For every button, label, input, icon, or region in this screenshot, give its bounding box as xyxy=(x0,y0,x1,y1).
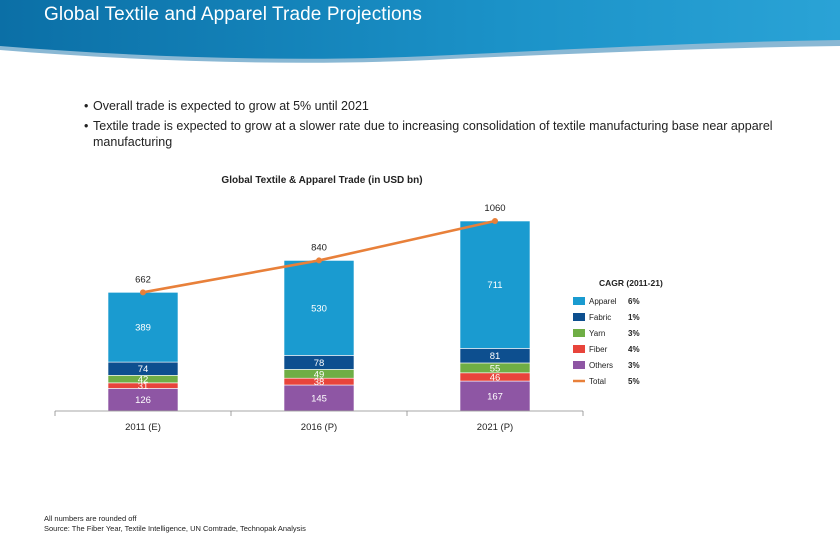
data-label-fabric: 74 xyxy=(138,364,149,375)
legend-label-fiber: Fiber xyxy=(589,345,608,354)
bullet-item: Overall trade is expected to grow at 5% … xyxy=(84,98,784,114)
data-label-apparel: 711 xyxy=(487,280,502,291)
legend-cagr-others: 3% xyxy=(628,361,640,370)
header-wave xyxy=(0,0,840,59)
bullet-item: Textile trade is expected to grow at a s… xyxy=(84,118,784,150)
legend-swatch-yarn xyxy=(573,329,585,337)
data-label-yarn: 49 xyxy=(314,369,325,380)
legend-swatch-fabric xyxy=(573,313,585,321)
footer: All numbers are rounded off Source: The … xyxy=(44,514,306,534)
legend-title: CAGR (2011-21) xyxy=(599,278,663,288)
total-point xyxy=(316,257,322,264)
data-label-others: 167 xyxy=(487,392,503,403)
header-banner xyxy=(0,0,840,63)
total-label: 840 xyxy=(311,242,327,253)
x-tick-label: 2021 (P) xyxy=(477,422,513,433)
bullet-list: Overall trade is expected to grow at 5% … xyxy=(84,98,784,154)
legend-cagr-apparel: 6% xyxy=(628,297,640,306)
data-label-fiber: 46 xyxy=(490,372,501,383)
data-label-others: 126 xyxy=(135,395,151,406)
legend-label-apparel: Apparel xyxy=(589,297,617,306)
legend-swatch-others xyxy=(573,361,585,369)
bar-segment-apparel xyxy=(459,220,531,349)
data-label-fabric: 78 xyxy=(314,358,325,369)
legend-label-fabric: Fabric xyxy=(589,313,611,322)
legend-label-total: Total xyxy=(589,377,606,386)
legend-cagr-total: 5% xyxy=(628,377,640,386)
legend-cagr-yarn: 3% xyxy=(628,329,640,338)
legend-swatch-apparel xyxy=(573,297,585,305)
footnote: All numbers are rounded off xyxy=(44,514,137,523)
total-point xyxy=(492,218,498,224)
data-label-fiber: 31 xyxy=(138,381,149,392)
total-label: 1060 xyxy=(484,203,505,214)
legend-label-yarn: Yarn xyxy=(589,329,605,338)
data-label-others: 145 xyxy=(311,394,327,405)
legend-cagr-fabric: 1% xyxy=(628,313,640,322)
x-tick-label: 2016 (P) xyxy=(301,422,337,433)
data-label-yarn: 42 xyxy=(138,375,149,386)
total-point xyxy=(140,289,146,296)
chart-title: Global Textile & Apparel Trade (in USD b… xyxy=(221,175,422,186)
data-label-apparel: 530 xyxy=(311,303,327,314)
data-label-apparel: 389 xyxy=(135,323,151,334)
data-label-fabric: 81 xyxy=(490,351,501,362)
source-note: Source: The Fiber Year, Textile Intellig… xyxy=(44,524,306,533)
bar-segment-apparel xyxy=(107,292,179,363)
legend-cagr-fiber: 4% xyxy=(628,345,640,354)
total-label: 662 xyxy=(135,274,151,285)
legend-swatch-fiber xyxy=(573,345,585,353)
data-label-yarn: 55 xyxy=(490,363,501,374)
data-label-fiber: 38 xyxy=(314,377,325,388)
page-title: Global Textile and Apparel Trade Project… xyxy=(44,4,422,25)
bar-segment-apparel xyxy=(283,260,355,356)
trade-chart: Global Textile & Apparel Trade (in USD b… xyxy=(54,175,663,433)
legend-label-others: Others xyxy=(589,361,613,370)
x-tick-label: 2011 (E) xyxy=(125,422,161,433)
